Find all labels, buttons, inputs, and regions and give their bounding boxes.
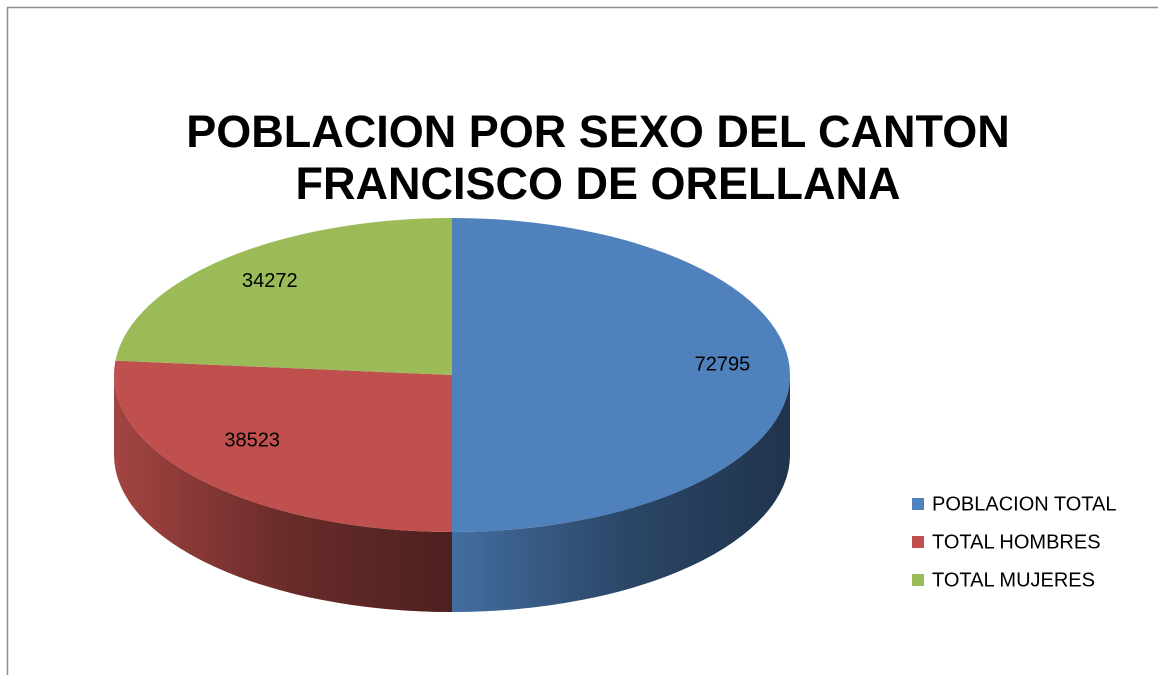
legend-swatch (912, 574, 924, 586)
legend-swatch (912, 536, 924, 548)
legend-label: TOTAL MUJERES (932, 569, 1095, 591)
legend-swatch (912, 498, 924, 510)
chart-title: FRANCISCO DE ORELLANA (296, 158, 901, 209)
legend: POBLACION TOTAL TOTAL HOMBRES TOTAL MUJERE… (912, 493, 1117, 591)
pie (114, 218, 790, 612)
data-label: 72795 (695, 353, 751, 375)
legend-label: POBLACION TOTAL (932, 493, 1117, 515)
data-label: 34272 (242, 270, 298, 292)
chart-title: POBLACION POR SEXO DEL CANTON (186, 106, 1009, 157)
data-label: 38523 (224, 429, 280, 451)
legend-label: TOTAL HOMBRES (932, 531, 1101, 553)
